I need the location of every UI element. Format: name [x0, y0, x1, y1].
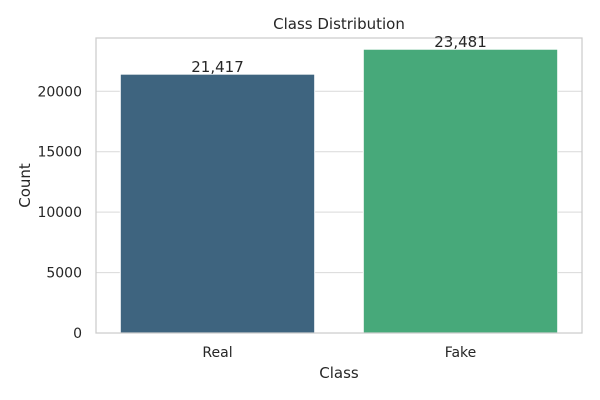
y-tick-label: 15000 — [37, 145, 82, 161]
bar-real — [119, 73, 316, 334]
bar-value-label: 23,481 — [434, 33, 487, 51]
bar-value-labels: 21,417 23,481 — [191, 33, 487, 76]
plot-area-border — [95, 37, 583, 334]
bar-fake — [362, 48, 559, 334]
bar-value-label: 21,417 — [191, 58, 244, 76]
y-axis-label: Count — [16, 163, 34, 208]
y-axis-ticks: 0 5000 10000 15000 20000 — [37, 84, 82, 342]
bars — [119, 48, 559, 334]
x-axis-label: Class — [319, 364, 359, 382]
y-tick-label: 5000 — [46, 266, 82, 282]
y-tick-label: 0 — [73, 326, 82, 342]
y-tick-label: 10000 — [37, 205, 82, 221]
chart-title: Class Distribution — [273, 15, 405, 33]
x-axis-ticks: Real Fake — [202, 345, 476, 361]
x-tick-label: Fake — [445, 345, 477, 361]
x-tick-label: Real — [202, 345, 232, 361]
y-tick-label: 20000 — [37, 84, 82, 100]
